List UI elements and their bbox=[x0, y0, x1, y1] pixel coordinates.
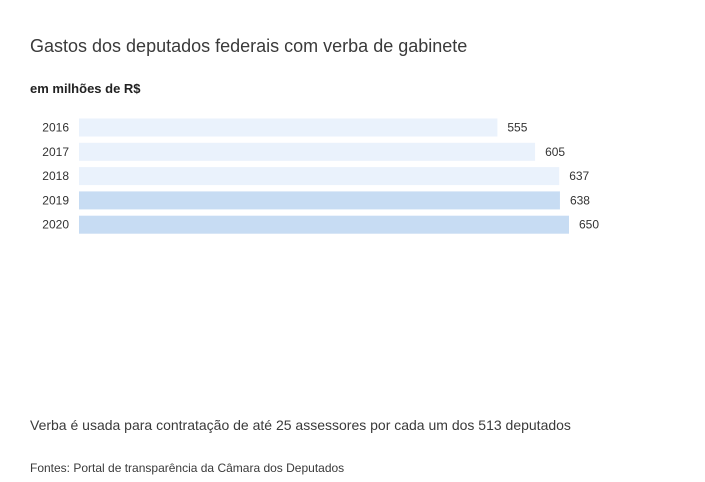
bar[interactable] bbox=[79, 118, 498, 137]
value-label: 650 bbox=[579, 218, 599, 232]
value-label: 555 bbox=[507, 121, 527, 135]
category-label: 2020 bbox=[42, 218, 69, 232]
bar[interactable] bbox=[79, 191, 560, 210]
category-label: 2018 bbox=[42, 169, 69, 183]
category-label: 2016 bbox=[42, 121, 69, 135]
bar[interactable] bbox=[79, 215, 569, 234]
value-label: 605 bbox=[545, 145, 565, 159]
chart-title: Gastos dos deputados federais com verba … bbox=[30, 36, 468, 56]
bar[interactable] bbox=[79, 167, 560, 186]
chart-subtitle: em milhões de R$ bbox=[30, 81, 141, 96]
chart-note: Verba é usada para contratação de até 25… bbox=[30, 417, 571, 433]
chart-source: Fontes: Portal de transparência da Câmar… bbox=[30, 461, 345, 475]
value-label: 637 bbox=[569, 169, 589, 183]
value-label: 638 bbox=[570, 193, 590, 207]
category-label: 2019 bbox=[42, 193, 69, 207]
bar[interactable] bbox=[79, 142, 536, 161]
category-label: 2017 bbox=[42, 145, 69, 159]
bar-chart: 2016 555 2017 605 2018 637 2019 638 2020 650 bbox=[42, 118, 599, 234]
